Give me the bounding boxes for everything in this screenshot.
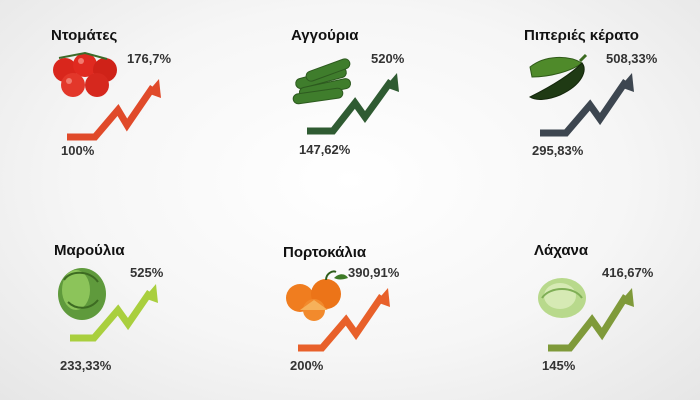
item-oranges: Πορτοκάλια 390,91% 200% <box>280 240 440 380</box>
item-cucumbers: Αγγούρια 520% 147,62% <box>285 25 445 165</box>
cucumbers-icon <box>292 58 352 105</box>
item-lettuce: Μαρούλια 525% 233,33% <box>50 240 210 380</box>
item-title: Πιπεριές κέρατο <box>524 27 639 44</box>
end-percentage: 525% <box>130 265 164 280</box>
oranges-icon <box>286 270 348 321</box>
start-percentage: 233,33% <box>60 358 112 373</box>
end-percentage: 176,7% <box>127 51 172 66</box>
peppers-icon <box>529 53 588 100</box>
tomatoes-icon <box>53 51 117 97</box>
item-title: Αγγούρια <box>291 27 359 44</box>
end-percentage: 416,67% <box>602 265 654 280</box>
start-percentage: 145% <box>542 358 576 373</box>
item-tomatoes: Ντομάτες 176,7% 100% <box>45 25 205 165</box>
item-title: Λάχανα <box>534 242 589 259</box>
trend-arrow <box>307 73 399 135</box>
start-percentage: 200% <box>290 358 324 373</box>
cabbage-icon <box>538 278 586 318</box>
trend-arrow <box>298 288 390 352</box>
item-peppers: Πιπεριές κέρατο 508,33% 295,83% <box>520 25 680 165</box>
item-cabbage: Λάχανα 416,67% 145% <box>520 240 680 380</box>
start-percentage: 295,83% <box>532 143 584 158</box>
end-percentage: 508,33% <box>606 51 658 66</box>
trend-arrow <box>540 73 634 137</box>
trend-arrow <box>70 284 158 342</box>
item-title: Πορτοκάλια <box>283 244 367 261</box>
item-title: Ντομάτες <box>51 27 118 44</box>
start-percentage: 147,62% <box>299 142 351 157</box>
trend-arrow <box>67 79 161 141</box>
start-percentage: 100% <box>61 143 95 158</box>
trend-arrow <box>548 288 634 352</box>
lettuce-icon <box>58 268 106 320</box>
item-title: Μαρούλια <box>54 242 125 259</box>
end-percentage: 390,91% <box>348 265 400 280</box>
end-percentage: 520% <box>371 51 405 66</box>
